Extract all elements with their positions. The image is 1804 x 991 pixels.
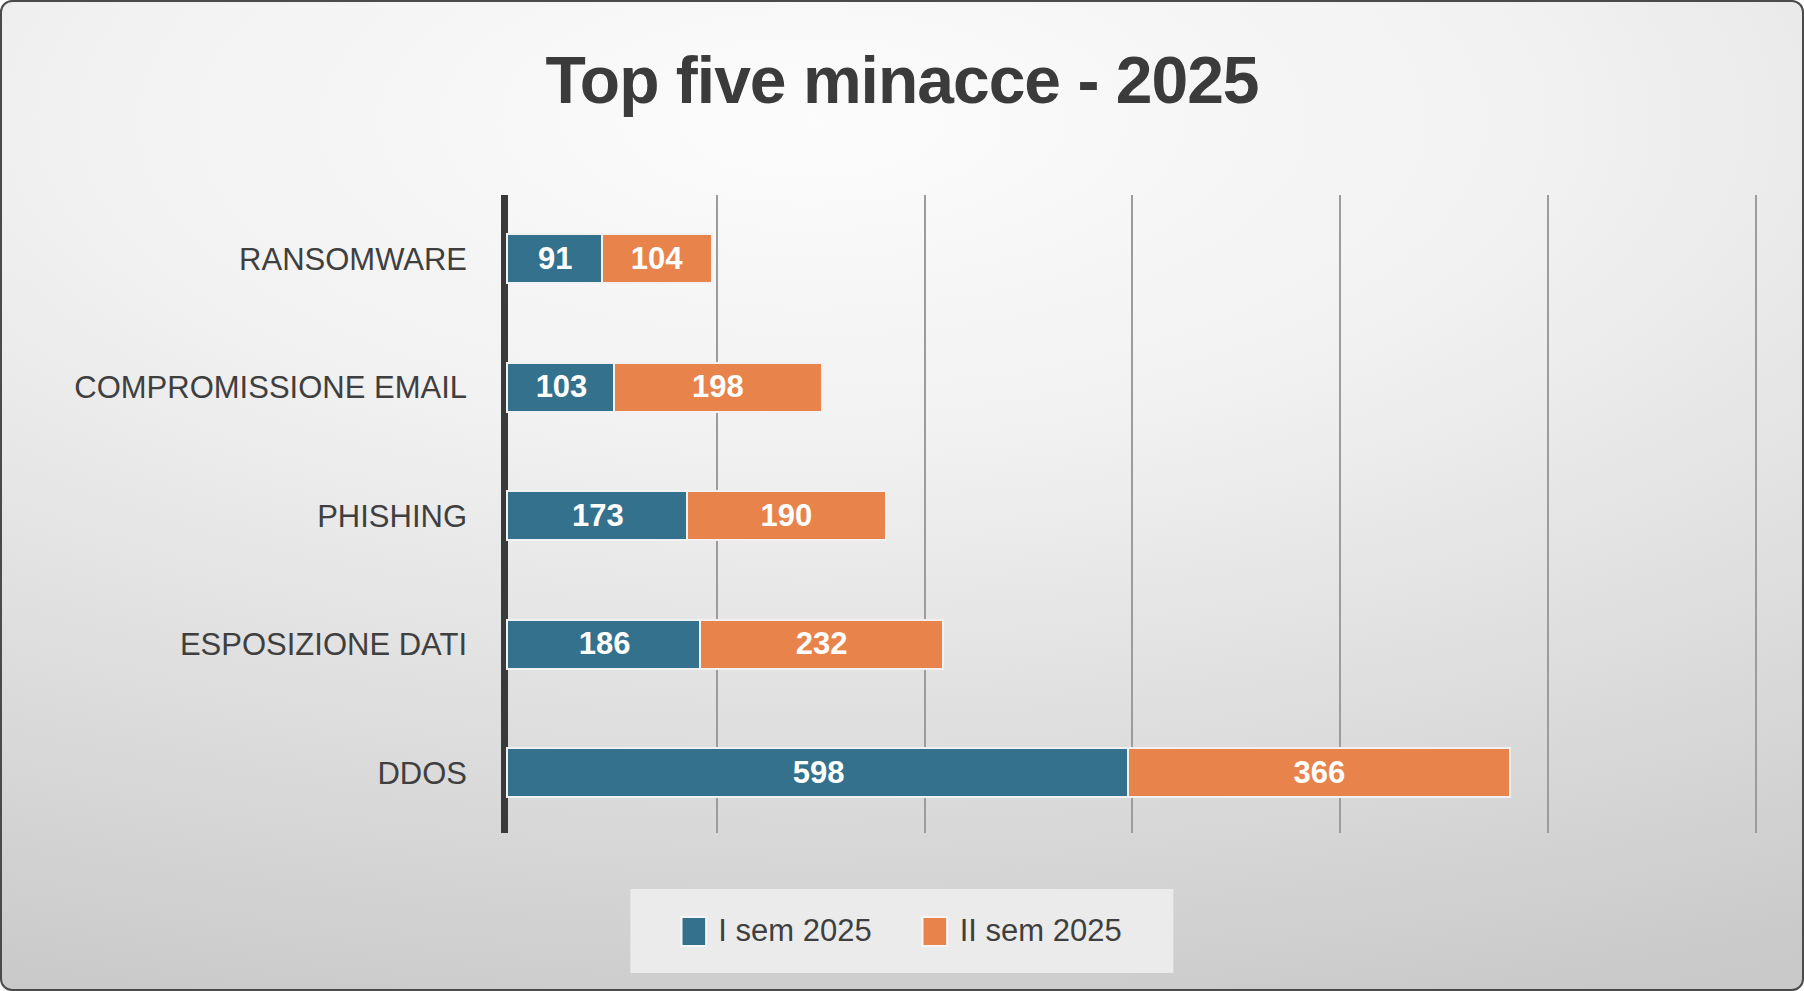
legend-item-i-sem-2025: I sem 2025 (682, 913, 871, 949)
bar-segment-i-sem: 103 (508, 364, 615, 411)
bar-segment-i-sem: 186 (508, 621, 701, 668)
bar-value-label: 198 (692, 369, 744, 405)
bar-row: 186 232 (508, 621, 942, 668)
bar-row: 173 190 (508, 492, 885, 539)
gridline (1755, 195, 1757, 833)
legend-item-ii-sem-2025: II sem 2025 (924, 913, 1122, 949)
gridline (1339, 195, 1341, 833)
bar-value-label: 104 (631, 241, 683, 277)
bar-segment-i-sem: 598 (508, 749, 1129, 796)
bar-value-label: 103 (536, 369, 588, 405)
bar-segment-i-sem: 173 (508, 492, 688, 539)
bar-value-label: 190 (761, 498, 813, 534)
bar-segment-ii-sem: 190 (688, 492, 885, 539)
bar-value-label: 366 (1293, 755, 1345, 791)
legend-label-i-sem-2025: I sem 2025 (718, 913, 871, 949)
bar-row: 91 104 (508, 235, 711, 282)
chart-title: Top five minacce - 2025 (2, 42, 1802, 118)
bar-row: 103 198 (508, 364, 821, 411)
chart-slide: Top five minacce - 2025 RANSOMWARE 91 104 C… (0, 0, 1804, 991)
bar-segment-ii-sem: 232 (701, 621, 942, 668)
bar-segment-ii-sem: 104 (603, 235, 711, 282)
bar-row: 598 366 (508, 749, 1509, 796)
bar-value-label: 91 (538, 241, 572, 277)
category-label: DDOS (7, 757, 467, 788)
bar-segment-i-sem: 91 (508, 235, 603, 282)
bar-value-label: 173 (572, 498, 624, 534)
gridline (1547, 195, 1549, 833)
legend-label-ii-sem-2025: II sem 2025 (960, 913, 1122, 949)
bar-segment-ii-sem: 198 (615, 364, 821, 411)
gridline (924, 195, 926, 833)
bar-segment-ii-sem: 366 (1129, 749, 1509, 796)
legend-swatch-ii-sem-2025 (924, 918, 947, 945)
legend: I sem 2025 II sem 2025 (630, 889, 1173, 973)
y-axis-line (501, 195, 508, 833)
category-label: PHISHING (7, 500, 467, 531)
gridline (1131, 195, 1133, 833)
category-label: ESPOSIZIONE DATI (7, 629, 467, 660)
legend-swatch-i-sem-2025 (682, 918, 705, 945)
bar-value-label: 232 (796, 626, 848, 662)
plot-area: RANSOMWARE91104COMPROMISSIONE EMAIL10319… (508, 195, 1793, 833)
bar-value-label: 186 (579, 626, 631, 662)
bar-value-label: 598 (793, 755, 845, 791)
category-label: RANSOMWARE (7, 243, 467, 274)
category-label: COMPROMISSIONE EMAIL (7, 372, 467, 403)
